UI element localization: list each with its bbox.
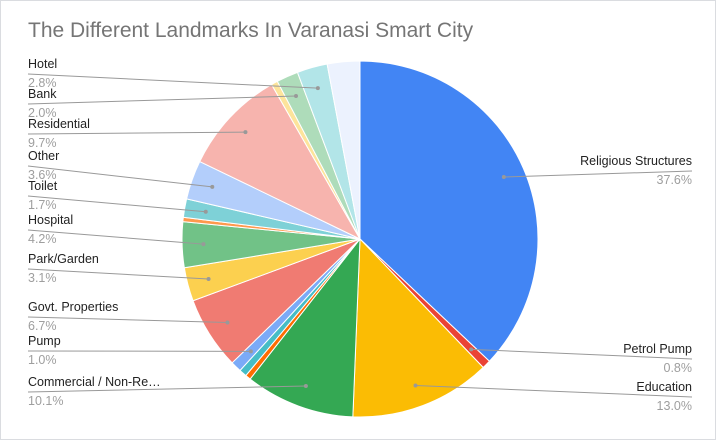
slice-religious-structures[interactable] [359, 60, 539, 362]
slice-percent: 4.2% [28, 232, 57, 246]
leader-line [27, 268, 209, 280]
pie-slices [181, 60, 539, 418]
slice-percent: 13.0% [657, 399, 692, 413]
leader-line [503, 170, 693, 178]
slice-percent: 2.8% [28, 76, 57, 90]
slice-label: Other [28, 149, 59, 163]
slice-percent: 2.0% [28, 106, 57, 120]
label-other: Other 3.6% [27, 149, 215, 189]
slice-percent: 1.0% [28, 353, 57, 367]
slice-label: Residential [28, 117, 90, 131]
slice-percent: 37.6% [657, 173, 692, 187]
leader-line [27, 73, 318, 89]
label-bank: Bank 2.0% [27, 87, 298, 120]
leader-dot [501, 174, 506, 179]
slice-label: Education [636, 380, 692, 394]
slice-percent: 6.7% [28, 319, 57, 333]
slice-percent: 3.1% [28, 271, 57, 285]
leader-line [27, 131, 246, 135]
slice-residential[interactable] [199, 83, 362, 241]
leader-line [27, 316, 228, 323]
slice-percent: 10.1% [28, 394, 63, 408]
slice-label: Bank [28, 87, 57, 101]
slice-unlabeled-17[interactable] [326, 60, 361, 240]
label-hospital: Hospital 4.2% [27, 213, 206, 247]
label-toilet: Toilet 1.7% [27, 179, 208, 214]
label-religious-structures: Religious Structures 37.6% [501, 154, 693, 187]
leader-line [27, 95, 297, 105]
label-commercial-non-re: Commercial / Non-Re… 10.1% [27, 375, 308, 408]
slice-label: Hospital [28, 213, 73, 227]
slice-percent: 9.7% [28, 136, 57, 150]
slice-label: Commercial / Non-Re… [28, 375, 161, 389]
slice-label: Govt. Properties [28, 300, 118, 314]
slice-percent: 1.7% [28, 198, 57, 212]
label-education: Education 13.0% [413, 380, 692, 413]
leader-line [415, 384, 693, 398]
leader-dot [203, 209, 208, 214]
leader-line [27, 165, 213, 188]
leader-dot [469, 347, 474, 352]
label-govt-properties: Govt. Properties 6.7% [27, 300, 230, 333]
slice-label: Pump [28, 334, 61, 348]
slice-label: Park/Garden [28, 252, 99, 266]
label-petrol-pump: Petrol Pump 0.8% [469, 342, 692, 375]
leader-dot [413, 383, 418, 388]
slice-percent: 3.6% [28, 168, 57, 182]
leader-dot [315, 86, 320, 91]
pie-labels: Religious Structures 37.6% Petrol Pump 0.8%… [27, 57, 693, 413]
leader-dot [303, 383, 308, 388]
leader-dot [225, 320, 230, 325]
leader-dot [293, 94, 298, 99]
slice-label: Religious Structures [580, 154, 692, 168]
chart-title: The Different Landmarks In Varanasi Smar… [28, 19, 474, 42]
slice-label: Hotel [28, 57, 57, 71]
leader-dot [206, 277, 211, 282]
slice-education[interactable] [352, 237, 484, 418]
leader-dot [248, 349, 253, 354]
leader-line [27, 229, 204, 245]
leader-dot [210, 184, 215, 189]
leader-dot [243, 130, 248, 135]
label-pump: Pump 1.0% [27, 334, 253, 367]
label-park-garden: Park/Garden 3.1% [27, 252, 211, 285]
slice-label: Petrol Pump [623, 342, 692, 356]
leader-line [27, 195, 206, 213]
slice-percent: 0.8% [664, 361, 693, 375]
label-hotel: Hotel 2.8% [27, 57, 320, 91]
slice-commercial-non-re[interactable] [249, 237, 361, 418]
label-residential: Residential 9.7% [27, 117, 248, 150]
leader-line [471, 348, 693, 360]
leader-line [27, 385, 306, 393]
slice-label: Toilet [28, 179, 58, 193]
leader-dot [201, 242, 206, 247]
